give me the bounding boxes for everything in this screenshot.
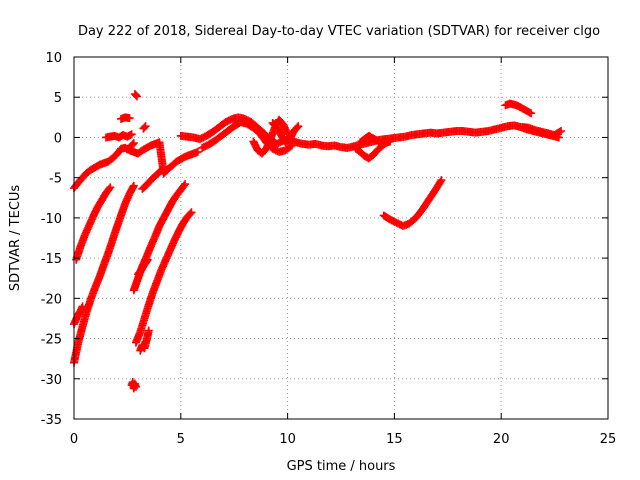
data-point [144,326,153,335]
data-point [436,177,445,186]
series-c [70,181,138,367]
data-point [376,138,385,147]
data-point [180,181,189,190]
data-point [525,108,534,117]
y-tick-label: -35 [41,413,62,428]
series-f [129,180,190,295]
data-point [293,123,302,132]
data-point [131,91,140,100]
data-point [125,114,134,123]
data-point [129,181,138,190]
tick-labels: 0 5 10 15 20 25 10 5 0 -5 -10 -15 -20 -25 -30 -35 [41,51,617,447]
series-h [136,326,153,355]
series-a [70,138,202,193]
series-d [70,302,87,329]
data-point [193,147,202,156]
y-axis-label: SDTVAR / TECUs [8,185,23,292]
x-tick-label: 10 [279,432,296,447]
series-w [501,99,536,118]
series-n [102,130,136,142]
x-tick-label: 25 [600,432,617,447]
y-tick-label: -25 [41,333,62,348]
data-point [142,256,151,265]
data-points [70,90,566,393]
series-o [123,139,138,154]
y-tick-label: -20 [41,292,62,307]
x-tick-label: 0 [70,432,78,447]
series-e [127,377,140,393]
data-point [129,139,138,148]
data-point [186,209,195,218]
chart-title: Day 222 of 2018, Sidereal Day-to-day VTE… [78,24,600,39]
series-v [379,176,446,230]
data-point [128,140,137,149]
data-point [131,382,140,391]
series-p [176,113,563,152]
data-point [159,164,168,173]
y-tick-label: -30 [41,373,62,388]
y-tick-label: -10 [41,212,62,227]
data-point [437,176,446,185]
y-tick-label: 0 [54,131,62,146]
data-point [127,130,136,139]
x-tick-label: 15 [386,432,403,447]
series-i [134,255,152,279]
data-point [140,123,149,132]
data-point [187,208,196,217]
series-q [198,118,296,156]
data-point [126,131,135,140]
series-k [116,113,134,123]
data-point [557,127,566,136]
data-point [141,122,150,131]
data-point [105,184,114,193]
data-point [527,109,536,118]
data-point [294,122,303,131]
data-point [158,165,167,174]
data-point [143,255,152,264]
data-point [78,302,87,311]
series-j [138,164,168,193]
plot-frame [73,56,609,420]
series-x [518,122,566,140]
series-m [139,122,150,133]
series-s [268,118,303,147]
axis-ticks [73,56,609,420]
y-tick-label: -15 [41,252,62,267]
series-g [131,208,196,347]
y-tick-label: 10 [45,51,62,66]
data-point [386,137,395,146]
series-b [72,183,115,264]
data-point [287,141,296,150]
y-tick-label: -5 [49,172,62,187]
data-point [377,139,386,148]
data-point [106,183,115,192]
x-tick-label: 5 [177,432,185,447]
data-point [555,127,564,136]
x-tick-label: 20 [493,432,510,447]
x-axis-label: GPS time / hours [287,459,396,474]
series-u [356,131,386,148]
data-point [181,180,190,189]
y-tick-label: 5 [54,91,62,106]
data-point [286,142,295,151]
series-l [130,90,142,101]
data-point [133,92,142,101]
